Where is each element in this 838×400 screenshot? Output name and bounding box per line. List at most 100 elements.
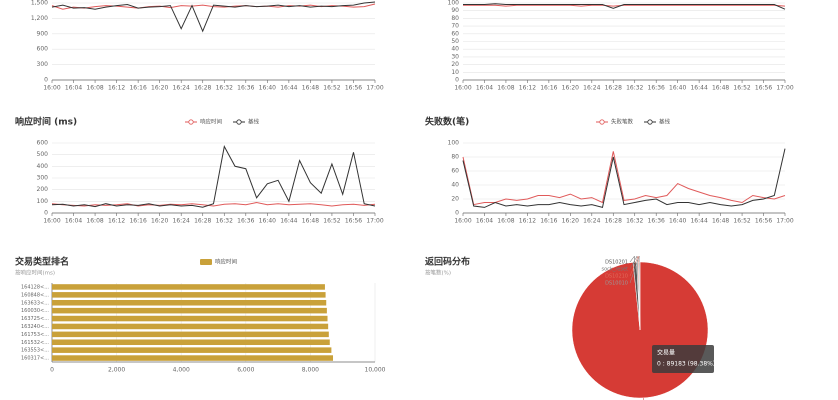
- x-tick-label: 16:16: [540, 85, 557, 92]
- x-tick-label: 16:44: [280, 218, 297, 225]
- y-tick-label: 100: [37, 198, 49, 205]
- x-tick-label: 16:12: [108, 85, 125, 92]
- x-tick-label: 16:28: [605, 85, 622, 92]
- slice-label: DS10210: [605, 274, 628, 280]
- y-tick-label: 80: [451, 15, 459, 22]
- x-tick-label: 16:16: [129, 218, 146, 225]
- x-tick-label: 16:20: [562, 218, 579, 225]
- bar: [52, 347, 332, 353]
- x-tick-label: 16:00: [454, 218, 471, 225]
- legend-label: 基线: [248, 118, 260, 126]
- chart-subtitle: 按响应时间(ms): [15, 269, 55, 277]
- chart-title: 响应时间 (ms): [15, 116, 77, 128]
- y-tick-label: 50: [451, 38, 459, 45]
- x-tick-label: 16:40: [669, 218, 686, 225]
- y-tick-label: 40: [451, 182, 459, 189]
- x-tick-label: 16:16: [129, 85, 146, 92]
- x-tick-label: 16:36: [648, 218, 665, 225]
- legend-swatch: [200, 259, 212, 265]
- x-tick-label: 16:04: [65, 85, 82, 92]
- y-tick-label: 900: [37, 30, 49, 37]
- y-tick-label: 400: [37, 163, 49, 170]
- y-tick-label: 300: [37, 175, 49, 182]
- x-tick-label: 17:00: [366, 218, 383, 225]
- y-tick-label: 80: [451, 154, 459, 161]
- x-tick-label: 16:16: [540, 218, 557, 225]
- y-tick-label: 500: [37, 151, 49, 158]
- y-tick-label: 160317<...: [21, 356, 49, 362]
- x-tick-label: 16:04: [476, 85, 493, 92]
- series-line: [462, 148, 786, 209]
- slice-label: sock_reset: [602, 267, 629, 273]
- bar: [52, 355, 334, 361]
- x-tick-label: 16:12: [108, 218, 125, 225]
- x-tick-label: 16:08: [86, 218, 103, 225]
- x-tick-label: 16:40: [669, 85, 686, 92]
- y-tick-label: 160848<...: [21, 292, 49, 298]
- y-tick-label: 0: [44, 77, 48, 84]
- x-tick-label: 16:28: [194, 218, 211, 225]
- x-tick-label: 16:44: [280, 85, 297, 92]
- x-tick-label: 16:52: [733, 85, 750, 92]
- x-tick-label: 16:44: [690, 218, 707, 225]
- x-tick-label: 16:04: [65, 218, 82, 225]
- y-tick-label: 40: [451, 46, 459, 53]
- x-tick-label: 16:24: [583, 85, 600, 92]
- y-tick-label: 20: [451, 61, 459, 68]
- x-tick-label: 17:00: [776, 218, 793, 225]
- x-tick-label: 16:08: [497, 85, 514, 92]
- x-tick-label: 16:00: [454, 85, 471, 92]
- y-tick-label: 163725<...: [21, 316, 49, 322]
- series-line: [51, 201, 376, 207]
- y-tick-label: 600: [37, 46, 49, 53]
- chart-title: 返回码分布: [425, 256, 470, 268]
- slice-label: DS10010: [605, 281, 628, 287]
- x-tick-label: 16:56: [345, 85, 362, 92]
- y-tick-label: 200: [37, 186, 49, 193]
- x-tick-label: 16:56: [755, 85, 772, 92]
- x-tick-label: 16:32: [216, 85, 233, 92]
- x-tick-label: 16:40: [259, 85, 276, 92]
- tooltip-title: 交易量: [657, 349, 675, 357]
- series-line: [462, 151, 786, 206]
- series-line: [51, 145, 376, 208]
- x-tick-label: 16:12: [519, 85, 536, 92]
- x-tick-label: 17:00: [776, 85, 793, 92]
- chart-subtitle: 按笔数(%): [425, 269, 451, 277]
- y-tick-label: 161532<...: [21, 340, 49, 346]
- series-line: [463, 4, 786, 7]
- x-tick-label: 16:36: [237, 218, 254, 225]
- y-tick-label: 100: [448, 0, 460, 7]
- y-tick-label: 1,500: [31, 0, 48, 7]
- x-tick-label: 17:00: [366, 85, 383, 92]
- y-tick-label: 20: [451, 196, 459, 203]
- x-tick-label: 16:48: [712, 218, 729, 225]
- x-tick-label: 16:24: [173, 85, 190, 92]
- slice-label: DS10201: [605, 260, 628, 266]
- x-tick-label: 16:28: [605, 218, 622, 225]
- bar: [52, 323, 329, 330]
- x-tick-label: 16:48: [712, 85, 729, 92]
- x-tick-label: 16:20: [151, 85, 168, 92]
- series-line: [51, 1, 376, 33]
- y-tick-label: 300: [37, 61, 49, 68]
- legend-marker: [236, 119, 242, 125]
- bar: [52, 307, 327, 314]
- x-tick-label: 0: [50, 367, 54, 374]
- x-tick-label: 10,000: [365, 367, 386, 374]
- x-tick-label: 16:08: [86, 85, 103, 92]
- x-tick-label: 16:28: [194, 85, 211, 92]
- bar: [52, 315, 328, 322]
- x-tick-label: 16:04: [476, 218, 493, 225]
- tooltip-text: 0 : 89183 (98.38%): [657, 361, 715, 368]
- series-line: [463, 3, 786, 10]
- y-tick-label: 0: [455, 210, 459, 217]
- x-tick-label: 16:48: [302, 85, 319, 92]
- x-tick-label: 16:24: [173, 218, 190, 225]
- label-line: [629, 255, 638, 270]
- legend-marker: [647, 119, 653, 125]
- x-tick-label: 16:52: [323, 85, 340, 92]
- legend-label: 响应时间: [200, 118, 222, 126]
- legend-label: 基线: [659, 118, 671, 126]
